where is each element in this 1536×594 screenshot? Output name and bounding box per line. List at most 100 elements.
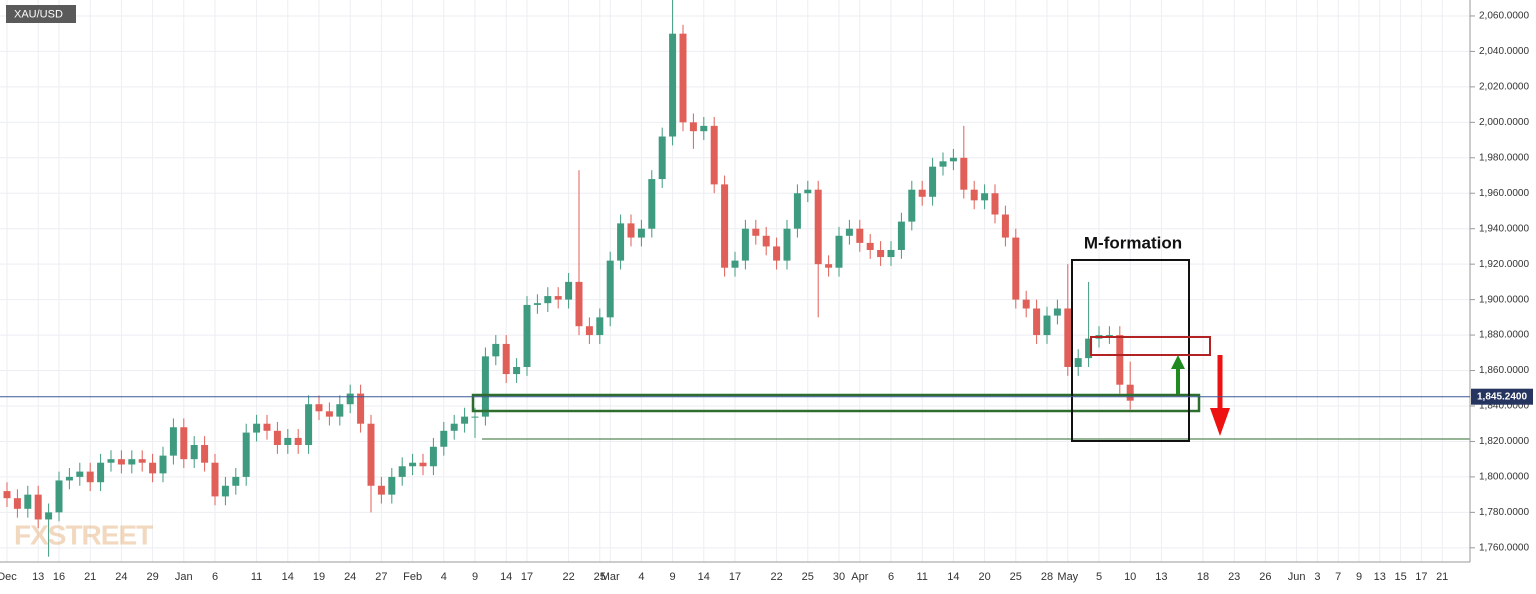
y-tick-label: 1,980.0000 (1479, 152, 1529, 163)
candle-body (377, 485, 385, 495)
x-tick-label: 10 (1124, 571, 1136, 583)
candle-body (284, 437, 292, 445)
x-tick-label: 6 (888, 571, 894, 583)
candle-body (1033, 308, 1041, 336)
candle-body (762, 235, 770, 247)
candle-body (596, 317, 604, 336)
x-tick-label: Dec (0, 571, 17, 583)
candle-body (159, 455, 167, 474)
x-tick-label: 15 (1394, 571, 1406, 583)
candle-body (981, 193, 989, 201)
candle-body (190, 444, 198, 460)
candle-body (866, 242, 874, 250)
candle-body (908, 189, 916, 222)
candle-body (1053, 308, 1061, 316)
candle-body (991, 193, 999, 215)
candle-body (305, 404, 313, 445)
x-tick-label: 9 (472, 571, 478, 583)
support-zone (471, 393, 1201, 413)
candle-body (55, 480, 63, 513)
candle-body (461, 416, 469, 424)
y-tick-label: 1,900.0000 (1479, 294, 1529, 305)
candle-body (1126, 384, 1134, 401)
candle-body (232, 476, 240, 486)
candle-body (513, 366, 521, 375)
candle-body (107, 459, 115, 463)
x-tick-label: 14 (282, 571, 294, 583)
x-tick-label: 30 (833, 571, 845, 583)
candle-body (221, 485, 229, 497)
x-tick-label: 29 (146, 571, 158, 583)
candle-body (804, 189, 812, 194)
candle-body (3, 491, 11, 499)
last-price-label: 1,845.2400 (1477, 391, 1527, 402)
x-tick-label: 13 (1374, 571, 1386, 583)
y-tick-label: 1,840.0000 (1479, 401, 1529, 412)
candle-body (263, 423, 271, 431)
candle-body (398, 466, 406, 477)
y-tick-label: 1,920.0000 (1479, 259, 1529, 270)
candle-body (856, 228, 864, 243)
candle-body (45, 512, 53, 520)
x-tick-label: 27 (375, 571, 387, 583)
candle-body (1074, 358, 1082, 367)
m-formation-box (1071, 259, 1190, 442)
ticks: 1,760.0000 1,780.0000 1,800.0000 1,820.0000… (0, 11, 1533, 583)
x-tick-label: 21 (84, 571, 96, 583)
x-tick-label: Apr (851, 571, 868, 583)
candle-body (710, 125, 718, 185)
x-tick-label: 20 (978, 571, 990, 583)
candle-body (783, 228, 791, 261)
x-tick-label: 24 (115, 571, 127, 583)
candle-body (138, 459, 146, 463)
x-tick-label: May (1057, 571, 1078, 583)
x-tick-label: 5 (1096, 571, 1102, 583)
candle-body (419, 462, 427, 467)
candle-body (128, 459, 136, 465)
y-tick-label: 1,800.0000 (1479, 472, 1529, 483)
candle-body (1001, 214, 1009, 238)
candle-body (169, 427, 177, 456)
y-tick-label: 1,880.0000 (1479, 330, 1529, 341)
candle-body (502, 343, 510, 375)
candle-body (752, 228, 760, 236)
candle-body (949, 157, 957, 162)
resistance-zone (1090, 336, 1211, 356)
candle-body (689, 122, 697, 132)
candle-body (211, 462, 219, 497)
x-tick-label: 13 (32, 571, 44, 583)
candle-body (1105, 335, 1113, 337)
candle-body (86, 471, 94, 483)
down-arrow-head (1210, 408, 1230, 436)
candle-body (294, 437, 302, 445)
candle-body (388, 476, 396, 495)
candle-body (1064, 308, 1072, 367)
y-tick-label: 1,820.0000 (1479, 436, 1529, 447)
y-tick-label: 1,940.0000 (1479, 223, 1529, 234)
candle-body (845, 228, 853, 236)
candle-body (1022, 299, 1030, 309)
watermark: FXSTREET (14, 519, 153, 550)
candle-body (65, 476, 73, 481)
candle-body (773, 246, 781, 261)
x-tick-label: 22 (770, 571, 782, 583)
candle-body (253, 423, 261, 433)
candle-body (523, 304, 531, 367)
candle-body (450, 423, 458, 431)
candle-body (544, 296, 552, 304)
candle-body (273, 430, 281, 445)
candle-body (429, 446, 437, 467)
x-tick-label: 13 (1155, 571, 1167, 583)
candle-body (617, 223, 625, 261)
x-tick-label: 14 (500, 571, 512, 583)
x-tick-label: Jan (175, 571, 193, 583)
y-tick-label: 1,760.0000 (1479, 542, 1529, 553)
x-tick-label: 14 (947, 571, 959, 583)
candle-body (1043, 315, 1051, 336)
x-tick-label: 3 (1314, 571, 1320, 583)
candle-body (440, 430, 448, 447)
candle-body (481, 356, 489, 417)
candle-body (492, 343, 500, 357)
candle-body (533, 303, 541, 305)
